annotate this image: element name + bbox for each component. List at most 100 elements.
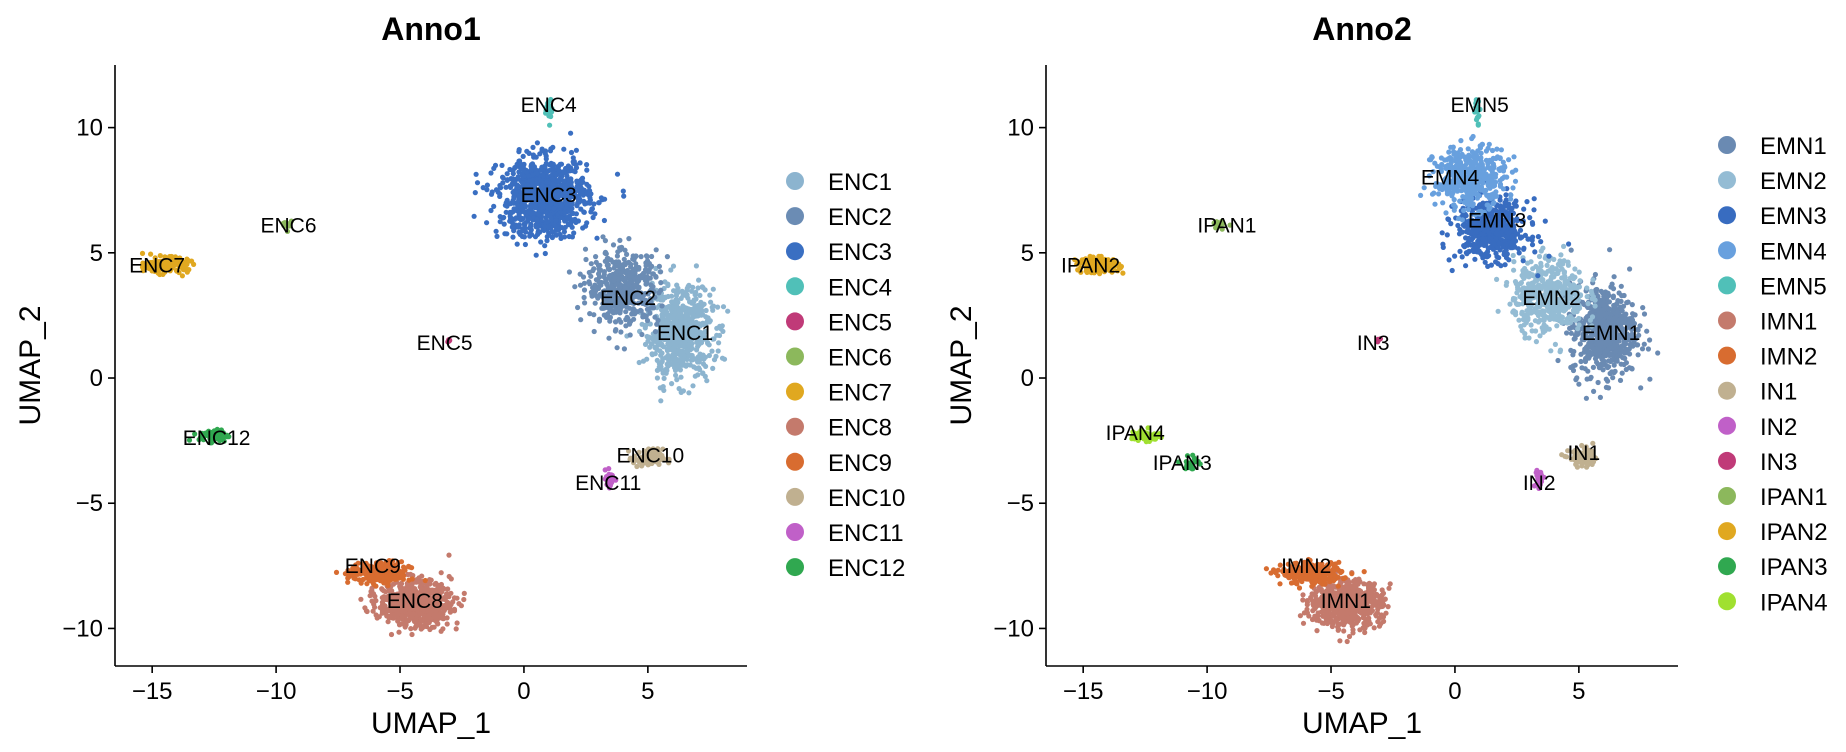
data-point — [619, 270, 624, 275]
chart-title: Anno1 — [381, 11, 481, 47]
data-point — [618, 320, 623, 325]
data-point — [504, 210, 509, 215]
data-point — [1646, 346, 1651, 351]
data-point — [558, 236, 563, 241]
data-point — [685, 286, 690, 291]
data-point — [672, 360, 677, 365]
data-point — [403, 624, 408, 629]
data-point — [1589, 352, 1594, 357]
data-point — [1517, 250, 1522, 255]
data-point — [1495, 261, 1500, 266]
data-point — [1640, 305, 1645, 310]
legend-swatch — [786, 172, 804, 190]
data-point — [631, 267, 636, 272]
data-point — [1596, 380, 1601, 385]
data-point — [1511, 259, 1516, 264]
data-point — [408, 583, 413, 588]
data-point — [1573, 318, 1578, 323]
data-point — [1550, 281, 1555, 286]
data-point — [548, 212, 553, 217]
data-point — [665, 254, 670, 259]
data-point — [550, 229, 555, 234]
data-point — [648, 265, 653, 270]
data-point — [565, 215, 570, 220]
data-point — [189, 259, 194, 264]
data-point — [584, 168, 589, 173]
data-point — [523, 221, 528, 226]
data-point — [1574, 375, 1579, 380]
data-point — [716, 348, 721, 353]
data-point — [1521, 258, 1526, 263]
y-tick-label: −10 — [62, 615, 103, 642]
data-point — [1510, 310, 1515, 315]
data-point — [589, 290, 594, 295]
data-point — [561, 147, 566, 152]
data-point — [578, 283, 583, 288]
data-point — [597, 263, 602, 268]
data-point — [500, 175, 505, 180]
data-point — [529, 227, 534, 232]
data-point — [658, 280, 663, 285]
data-point — [623, 323, 628, 328]
data-point — [1578, 359, 1583, 364]
data-point — [1452, 254, 1457, 259]
legend-label: ENC1 — [828, 169, 892, 196]
data-point — [521, 154, 526, 159]
data-point — [567, 234, 572, 239]
data-point — [618, 247, 623, 252]
data-point — [1542, 322, 1547, 327]
data-point — [502, 222, 507, 227]
data-point — [1537, 254, 1542, 259]
data-point — [628, 319, 633, 324]
data-points — [1072, 97, 1660, 644]
data-point — [1627, 365, 1632, 370]
data-points — [140, 97, 730, 637]
data-point — [658, 288, 663, 293]
cluster-label: ENC6 — [260, 214, 316, 237]
data-point — [703, 314, 708, 319]
data-point — [1615, 310, 1620, 315]
legend-swatch — [786, 558, 804, 576]
data-point — [523, 226, 528, 231]
data-point — [1564, 330, 1569, 335]
data-point — [597, 319, 602, 324]
data-point — [1561, 244, 1566, 249]
data-point — [630, 256, 635, 261]
data-point — [562, 170, 567, 175]
data-point — [1612, 316, 1617, 321]
data-point — [649, 336, 654, 341]
data-point — [1535, 311, 1540, 316]
data-point — [1530, 266, 1535, 271]
data-point — [1460, 254, 1465, 259]
data-point — [1598, 395, 1603, 400]
data-point — [599, 195, 604, 200]
data-point — [527, 216, 532, 221]
cluster-label: ENC4 — [521, 94, 577, 117]
data-point — [1530, 328, 1535, 333]
data-point — [1457, 249, 1462, 254]
data-point — [673, 289, 678, 294]
data-point — [499, 163, 504, 168]
data-point — [374, 577, 379, 582]
legend-label: ENC7 — [828, 380, 892, 407]
data-point — [454, 626, 459, 631]
data-point — [1515, 287, 1520, 292]
data-point — [707, 293, 712, 298]
data-point — [334, 570, 339, 575]
data-point — [676, 308, 681, 313]
data-point — [669, 294, 674, 299]
data-point — [602, 313, 607, 318]
data-point — [488, 170, 493, 175]
data-point — [1534, 278, 1539, 283]
data-point — [364, 581, 369, 586]
data-point — [694, 263, 699, 268]
data-point — [604, 281, 609, 286]
data-point — [185, 270, 190, 275]
data-point — [644, 280, 649, 285]
data-point — [515, 242, 520, 247]
data-point — [725, 309, 730, 314]
data-point — [1626, 300, 1631, 305]
data-point — [1611, 294, 1616, 299]
data-point — [1516, 318, 1521, 323]
data-point — [1558, 349, 1563, 354]
